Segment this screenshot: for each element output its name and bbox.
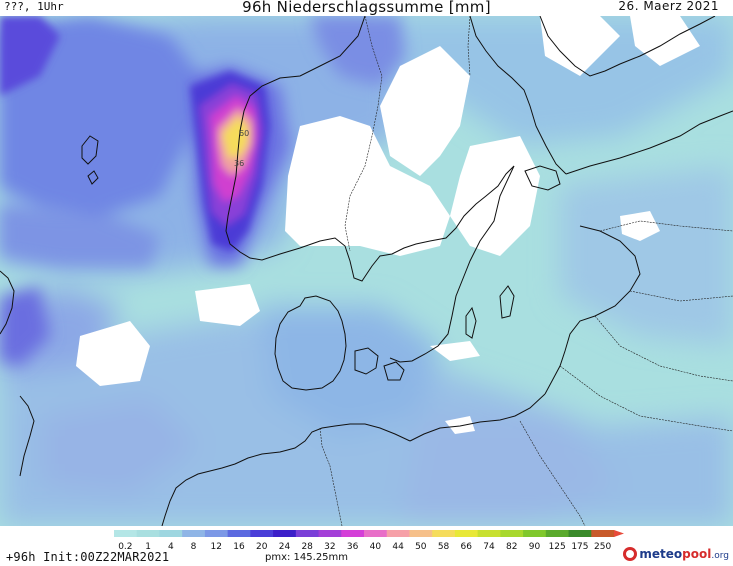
legend-swatch (159, 530, 183, 537)
legend-swatch (227, 530, 251, 537)
logo-icon (623, 547, 638, 561)
legend-swatch (545, 530, 570, 537)
legend-swatch (432, 530, 456, 537)
precip-field-high (0, 16, 270, 251)
legend-swatch (318, 530, 342, 537)
legend-label: 0.2 (118, 542, 132, 551)
legend-label: 175 (571, 542, 588, 551)
legend-label: 250 (594, 542, 611, 551)
legend-label: 4 (168, 542, 174, 551)
legend-swatch (341, 530, 365, 537)
coastlines (0, 16, 733, 526)
legend-label: 58 (438, 542, 450, 551)
logo-text-pool: pool (682, 547, 712, 561)
dry-areas (76, 16, 700, 434)
legend-label: 24 (279, 542, 291, 551)
legend-swatch (386, 530, 410, 537)
legend-label: 12 (211, 542, 222, 551)
meteopool-logo[interactable]: meteo pool .org (623, 545, 729, 563)
bottom-bar: 0.2 1 4 8 12 16 20 24 28 32 36 40 44 50 58 66 74 82 90 125 1… (0, 526, 733, 566)
legend-swatch (500, 530, 524, 537)
legend-swatch (136, 530, 160, 537)
legend-swatch (273, 530, 297, 537)
legend-label: 90 (529, 542, 541, 551)
legend-label: 20 (256, 542, 268, 551)
legend-label: 74 (483, 542, 495, 551)
legend-label: 125 (549, 542, 566, 551)
legend-label: 16 (233, 542, 245, 551)
legend-swatch (477, 530, 501, 537)
legend-swatch (454, 530, 479, 537)
map-title: 96h Niederschlagssumme [mm] (242, 0, 491, 16)
init-time-label: +96h Init:00Z22MAR2021 (6, 550, 170, 564)
legend-label: 36 (347, 542, 359, 551)
legend-label: 28 (301, 542, 313, 551)
precipitation-map: 60 36 (0, 16, 733, 526)
peak-labels: 60 36 (234, 129, 249, 168)
legend-swatch (591, 530, 615, 537)
legend-swatch (568, 530, 592, 537)
logo-text-meteo: meteo (639, 547, 683, 561)
valid-date-label: 26. Maerz 2021 (618, 0, 719, 13)
valid-time-label: ???, 1Uhr (4, 0, 64, 13)
legend-overflow-arrow (614, 530, 624, 537)
legend-label: 1 (145, 542, 151, 551)
legend-swatch (250, 530, 274, 537)
legend-swatch (409, 530, 433, 537)
title-bar: ???, 1Uhr 96h Niederschlagssumme [mm] 26… (0, 0, 733, 16)
country-borders (319, 16, 733, 526)
legend-swatch (295, 530, 320, 537)
legend-label: 32 (324, 542, 335, 551)
legend-label: 50 (415, 542, 427, 551)
legend-swatch (204, 530, 229, 537)
legend-label: 40 (370, 542, 382, 551)
legend-label: 66 (461, 542, 473, 551)
peak-label-2: 36 (234, 159, 244, 168)
peak-label-1: 60 (239, 129, 249, 138)
legend-swatch (182, 530, 206, 537)
logo-text-org: .org (711, 550, 729, 561)
legend-label: 8 (191, 542, 197, 551)
legend-label: 44 (392, 542, 404, 551)
legend-label: 82 (506, 542, 517, 551)
precip-field-low (0, 16, 733, 526)
legend-swatch (114, 530, 138, 537)
pmx-label: pmx: 145.25mm (265, 552, 349, 563)
legend-swatch (364, 530, 388, 537)
legend-swatch (523, 530, 547, 537)
color-legend: 0.2 1 4 8 12 16 20 24 28 32 36 40 44 50 58 66 74 82 90 125 1… (114, 530, 624, 551)
